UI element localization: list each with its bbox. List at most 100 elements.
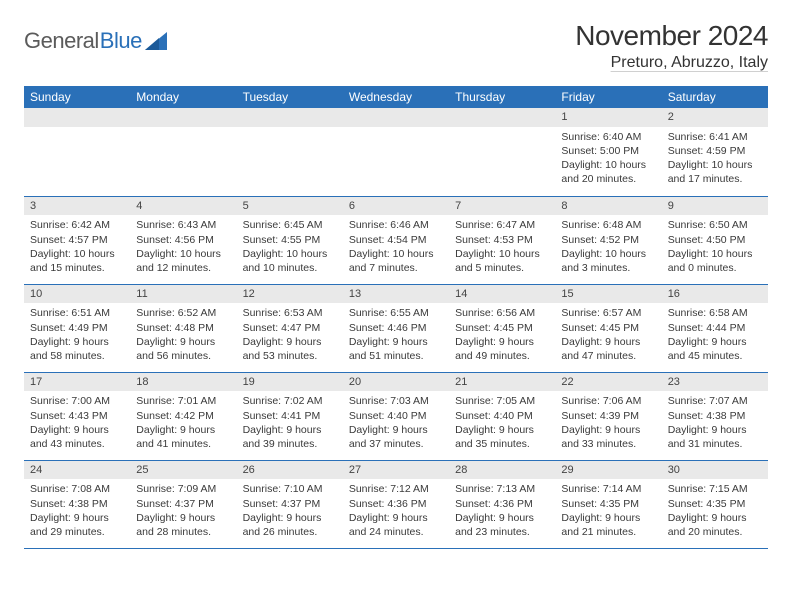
day-sunrise: Sunrise: 6:40 AM — [561, 130, 655, 144]
day-dl2: and 37 minutes. — [349, 437, 443, 451]
day-number — [130, 108, 236, 127]
day-dl2: and 23 minutes. — [455, 525, 549, 539]
day-sunset: Sunset: 4:49 PM — [30, 321, 124, 335]
day-dl2: and 49 minutes. — [455, 349, 549, 363]
day-sunrise: Sunrise: 7:00 AM — [30, 394, 124, 408]
day-sunrise: Sunrise: 7:06 AM — [561, 394, 655, 408]
day-sunrise: Sunrise: 6:47 AM — [455, 218, 549, 232]
day-dl1: Daylight: 9 hours — [455, 335, 549, 349]
day-header: Friday — [555, 86, 661, 108]
calendar-day-cell: 24Sunrise: 7:08 AMSunset: 4:38 PMDayligh… — [24, 460, 130, 548]
calendar-table: Sunday Monday Tuesday Wednesday Thursday… — [24, 86, 768, 549]
day-body: Sunrise: 6:48 AMSunset: 4:52 PMDaylight:… — [555, 215, 661, 281]
calendar-day-cell: 1Sunrise: 6:40 AMSunset: 5:00 PMDaylight… — [555, 108, 661, 196]
day-dl1: Daylight: 9 hours — [561, 335, 655, 349]
day-number: 14 — [449, 285, 555, 304]
day-sunset: Sunset: 4:48 PM — [136, 321, 230, 335]
day-body: Sunrise: 6:42 AMSunset: 4:57 PMDaylight:… — [24, 215, 130, 281]
day-dl2: and 51 minutes. — [349, 349, 443, 363]
day-dl2: and 39 minutes. — [243, 437, 337, 451]
day-sunrise: Sunrise: 7:10 AM — [243, 482, 337, 496]
calendar-day-cell: 13Sunrise: 6:55 AMSunset: 4:46 PMDayligh… — [343, 284, 449, 372]
day-sunrise: Sunrise: 7:14 AM — [561, 482, 655, 496]
title-block: November 2024 Preturo, Abruzzo, Italy — [575, 20, 768, 72]
day-sunset: Sunset: 4:54 PM — [349, 233, 443, 247]
calendar-day-cell: 7Sunrise: 6:47 AMSunset: 4:53 PMDaylight… — [449, 196, 555, 284]
day-number: 22 — [555, 373, 661, 392]
calendar-day-cell: 21Sunrise: 7:05 AMSunset: 4:40 PMDayligh… — [449, 372, 555, 460]
day-body: Sunrise: 7:10 AMSunset: 4:37 PMDaylight:… — [237, 479, 343, 545]
day-sunrise: Sunrise: 6:41 AM — [668, 130, 762, 144]
day-sunset: Sunset: 4:39 PM — [561, 409, 655, 423]
day-sunset: Sunset: 5:00 PM — [561, 144, 655, 158]
day-dl1: Daylight: 9 hours — [668, 511, 762, 525]
calendar-day-cell: 6Sunrise: 6:46 AMSunset: 4:54 PMDaylight… — [343, 196, 449, 284]
day-number: 6 — [343, 197, 449, 216]
day-header: Saturday — [662, 86, 768, 108]
day-body: Sunrise: 6:56 AMSunset: 4:45 PMDaylight:… — [449, 303, 555, 369]
day-sunset: Sunset: 4:35 PM — [561, 497, 655, 511]
day-sunset: Sunset: 4:38 PM — [668, 409, 762, 423]
day-sunrise: Sunrise: 7:07 AM — [668, 394, 762, 408]
calendar-day-cell: 18Sunrise: 7:01 AMSunset: 4:42 PMDayligh… — [130, 372, 236, 460]
day-sunrise: Sunrise: 6:43 AM — [136, 218, 230, 232]
day-number: 24 — [24, 461, 130, 480]
day-sunrise: Sunrise: 6:56 AM — [455, 306, 549, 320]
day-dl1: Daylight: 10 hours — [455, 247, 549, 261]
day-body: Sunrise: 6:51 AMSunset: 4:49 PMDaylight:… — [24, 303, 130, 369]
day-number — [343, 108, 449, 127]
day-sunrise: Sunrise: 7:09 AM — [136, 482, 230, 496]
day-sunset: Sunset: 4:47 PM — [243, 321, 337, 335]
day-body: Sunrise: 7:07 AMSunset: 4:38 PMDaylight:… — [662, 391, 768, 457]
day-dl1: Daylight: 9 hours — [243, 423, 337, 437]
day-number — [24, 108, 130, 127]
day-body: Sunrise: 6:52 AMSunset: 4:48 PMDaylight:… — [130, 303, 236, 369]
day-number — [237, 108, 343, 127]
calendar-day-cell — [449, 108, 555, 196]
day-dl2: and 0 minutes. — [668, 261, 762, 275]
day-body: Sunrise: 6:43 AMSunset: 4:56 PMDaylight:… — [130, 215, 236, 281]
day-dl1: Daylight: 9 hours — [243, 511, 337, 525]
day-sunrise: Sunrise: 7:13 AM — [455, 482, 549, 496]
day-body: Sunrise: 7:14 AMSunset: 4:35 PMDaylight:… — [555, 479, 661, 545]
day-sunset: Sunset: 4:36 PM — [349, 497, 443, 511]
day-body: Sunrise: 6:58 AMSunset: 4:44 PMDaylight:… — [662, 303, 768, 369]
day-dl1: Daylight: 10 hours — [561, 158, 655, 172]
day-header-row: Sunday Monday Tuesday Wednesday Thursday… — [24, 86, 768, 108]
day-sunset: Sunset: 4:40 PM — [349, 409, 443, 423]
logo: GeneralBlue — [24, 28, 167, 54]
day-sunrise: Sunrise: 6:45 AM — [243, 218, 337, 232]
calendar-week-row: 1Sunrise: 6:40 AMSunset: 5:00 PMDaylight… — [24, 108, 768, 196]
day-number: 2 — [662, 108, 768, 127]
day-body: Sunrise: 7:02 AMSunset: 4:41 PMDaylight:… — [237, 391, 343, 457]
calendar-day-cell: 20Sunrise: 7:03 AMSunset: 4:40 PMDayligh… — [343, 372, 449, 460]
day-body: Sunrise: 7:00 AMSunset: 4:43 PMDaylight:… — [24, 391, 130, 457]
day-dl2: and 53 minutes. — [243, 349, 337, 363]
day-dl1: Daylight: 10 hours — [668, 158, 762, 172]
day-number: 21 — [449, 373, 555, 392]
calendar-day-cell: 27Sunrise: 7:12 AMSunset: 4:36 PMDayligh… — [343, 460, 449, 548]
day-dl1: Daylight: 9 hours — [455, 511, 549, 525]
day-dl2: and 41 minutes. — [136, 437, 230, 451]
day-number: 23 — [662, 373, 768, 392]
day-dl2: and 47 minutes. — [561, 349, 655, 363]
calendar-day-cell: 15Sunrise: 6:57 AMSunset: 4:45 PMDayligh… — [555, 284, 661, 372]
day-number: 5 — [237, 197, 343, 216]
day-dl2: and 20 minutes. — [561, 172, 655, 186]
day-number: 11 — [130, 285, 236, 304]
day-dl2: and 58 minutes. — [30, 349, 124, 363]
day-dl1: Daylight: 9 hours — [30, 511, 124, 525]
day-body: Sunrise: 6:50 AMSunset: 4:50 PMDaylight:… — [662, 215, 768, 281]
day-header: Wednesday — [343, 86, 449, 108]
day-sunrise: Sunrise: 6:48 AM — [561, 218, 655, 232]
day-body: Sunrise: 6:55 AMSunset: 4:46 PMDaylight:… — [343, 303, 449, 369]
calendar-day-cell: 29Sunrise: 7:14 AMSunset: 4:35 PMDayligh… — [555, 460, 661, 548]
day-sunrise: Sunrise: 6:50 AM — [668, 218, 762, 232]
day-sunset: Sunset: 4:43 PM — [30, 409, 124, 423]
day-body: Sunrise: 6:45 AMSunset: 4:55 PMDaylight:… — [237, 215, 343, 281]
day-dl2: and 21 minutes. — [561, 525, 655, 539]
day-dl1: Daylight: 9 hours — [668, 423, 762, 437]
day-dl2: and 5 minutes. — [455, 261, 549, 275]
day-header: Tuesday — [237, 86, 343, 108]
calendar-day-cell — [130, 108, 236, 196]
